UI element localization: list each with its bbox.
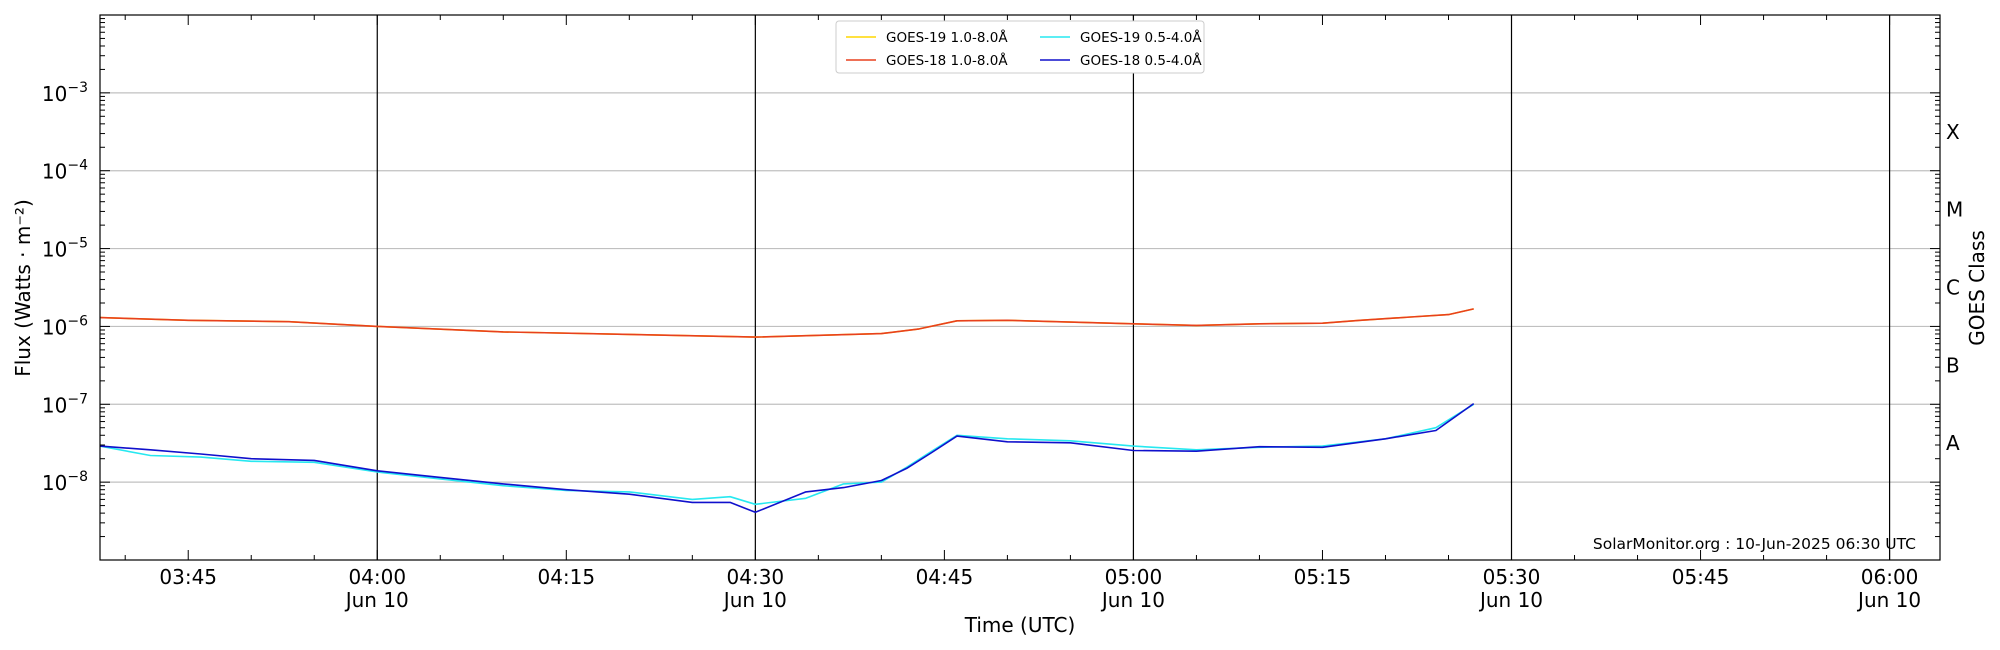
legend-box xyxy=(835,20,1205,74)
goes-class-title: GOES Class xyxy=(1965,230,1989,346)
x-tick-label: 04:00 xyxy=(348,565,406,589)
y-tick-label: 10−3 xyxy=(42,80,88,106)
x-tick-label: 05:00 xyxy=(1105,565,1163,589)
x-tick-label: 05:30 xyxy=(1483,565,1541,589)
axis-ticks xyxy=(100,14,1940,561)
x-tick-date-label: Jun 10 xyxy=(344,588,409,612)
x-tick-label: 05:15 xyxy=(1294,565,1352,589)
goes-class-x: X xyxy=(1946,120,1960,144)
x-tick-label: 03:45 xyxy=(159,565,217,589)
legend-entry: GOES-19 1.0-8.0Å xyxy=(886,29,1008,46)
legend: GOES-19 1.0-8.0Å GOES-18 1.0-8.0Å GOES-19 … xyxy=(835,20,1205,74)
gridlines xyxy=(100,92,1940,483)
goes-class-c: C xyxy=(1946,276,1960,300)
y-tick-label: 10−7 xyxy=(42,391,88,417)
x-tick-label: 04:15 xyxy=(537,565,595,589)
x-axis-title: Time (UTC) xyxy=(964,613,1076,637)
y-tick-label: 10−6 xyxy=(42,313,88,339)
x-tick-date-label: Jun 10 xyxy=(722,588,787,612)
legend-entry: GOES-18 1.0-8.0Å xyxy=(886,52,1008,69)
legend-entry: GOES-18 0.5-4.0Å xyxy=(1080,52,1202,69)
y-axis-title: Flux (Watts · m⁻²) xyxy=(11,199,35,377)
y-tick-label: 10−5 xyxy=(42,236,88,262)
x-tick-label: 05:45 xyxy=(1672,565,1730,589)
y-tick-labels: 10−8 10−7 10−6 10−5 10−4 10−3 xyxy=(42,80,88,495)
x-tick-date-label: Jun 10 xyxy=(1478,588,1543,612)
x-tick-date-label: Jun 10 xyxy=(1856,588,1921,612)
goes-class-m: M xyxy=(1946,198,1963,222)
y-tick-label: 10−8 xyxy=(42,469,88,495)
series-line-2 xyxy=(99,308,1474,338)
x-tick-label: 04:30 xyxy=(727,565,785,589)
series-line-4 xyxy=(99,402,1475,514)
y-tick-label: 10−4 xyxy=(42,158,88,184)
plot-frame xyxy=(99,14,1941,561)
goes-class-b: B xyxy=(1946,353,1960,377)
goes-class-labels: A B C M X xyxy=(1946,120,1963,455)
legend-entry: GOES-19 0.5-4.0Å xyxy=(1080,29,1202,46)
x-tick-date-label: Jun 10 xyxy=(1100,588,1165,612)
x-tick-label: 04:45 xyxy=(916,565,974,589)
day-boundary-lines xyxy=(376,15,1891,560)
data-series xyxy=(99,308,1475,514)
credit-text: SolarMonitor.org : 10-Jun-2025 06:30 UTC xyxy=(1593,535,1916,553)
goes-class-a: A xyxy=(1946,431,1960,455)
x-tick-label: 06:00 xyxy=(1861,565,1919,589)
